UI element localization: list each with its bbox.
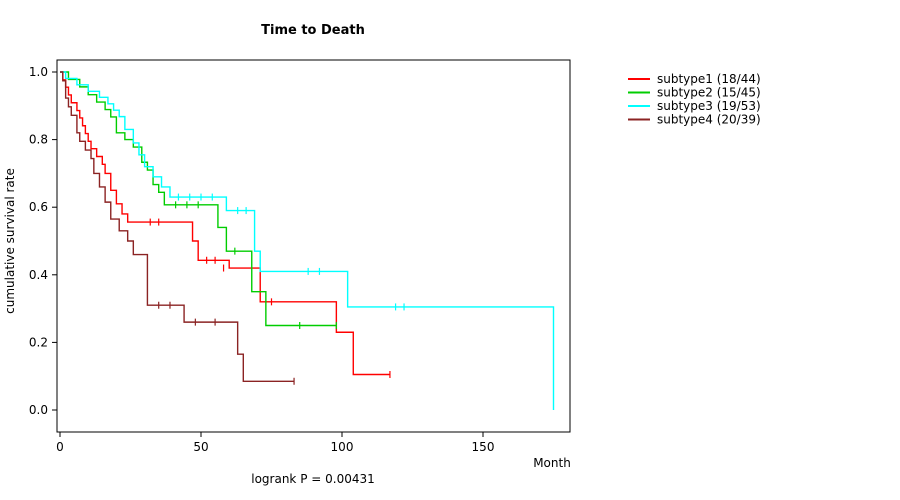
y-tick-label: 0.2: [29, 335, 48, 349]
x-tick-label: 100: [331, 440, 354, 454]
y-tick-label: 1.0: [29, 65, 48, 79]
x-tick-label: 50: [193, 440, 208, 454]
survival-curves: [60, 71, 555, 410]
legend-label: subtype4 (20/39): [657, 113, 761, 127]
y-tick-label: 0.4: [29, 268, 48, 282]
legend-label: subtype1 (18/44): [657, 72, 761, 86]
survival-curve: [60, 71, 390, 376]
x-axis-label: Month: [533, 456, 571, 470]
legend-label: subtype2 (15/45): [657, 86, 761, 100]
y-tick-label: 0.0: [29, 403, 48, 417]
survival-curve: [60, 71, 295, 382]
plot-box: [56, 59, 571, 433]
axes: 0 50 100 150 0.0 0.2 0.4 0.6 0.8 1.0: [29, 59, 571, 454]
survival-curve: [60, 71, 337, 327]
x-tick-label: 150: [472, 440, 495, 454]
y-tick-label: 0.6: [29, 200, 48, 214]
chart-title: Time to Death: [261, 23, 365, 38]
legend: subtype1 (18/44)subtype2 (15/45)subtype3…: [628, 72, 761, 127]
x-tick-label: 0: [56, 440, 64, 454]
legend-label: subtype3 (19/53): [657, 99, 761, 113]
survival-curve: [60, 71, 555, 410]
y-tick-label: 0.8: [29, 133, 48, 147]
y-axis-label: cumulative survival rate: [3, 168, 17, 314]
logrank-annotation: logrank P = 0.00431: [251, 472, 375, 486]
